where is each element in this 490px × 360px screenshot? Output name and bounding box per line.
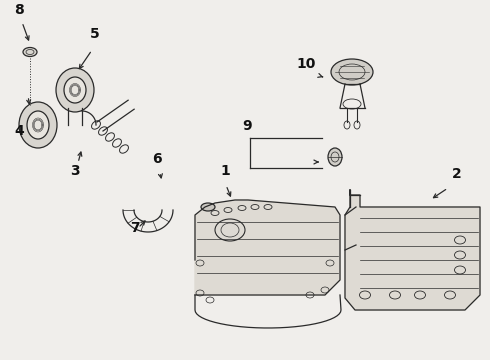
Ellipse shape [328,148,342,166]
Text: 1: 1 [220,164,230,178]
Text: 3: 3 [70,164,80,178]
Text: 4: 4 [14,124,24,138]
Ellipse shape [201,203,215,211]
Ellipse shape [331,59,373,85]
Text: 6: 6 [152,152,162,166]
Text: 9: 9 [242,119,252,133]
Text: 8: 8 [14,3,24,17]
Ellipse shape [19,102,57,148]
Ellipse shape [64,77,86,103]
Text: 5: 5 [90,27,100,41]
Ellipse shape [23,48,37,57]
Ellipse shape [27,111,49,139]
Text: 2: 2 [452,167,462,181]
Polygon shape [345,190,480,310]
Text: 7: 7 [130,221,140,235]
Text: 10: 10 [296,57,316,71]
Polygon shape [195,200,340,295]
Ellipse shape [56,68,94,112]
